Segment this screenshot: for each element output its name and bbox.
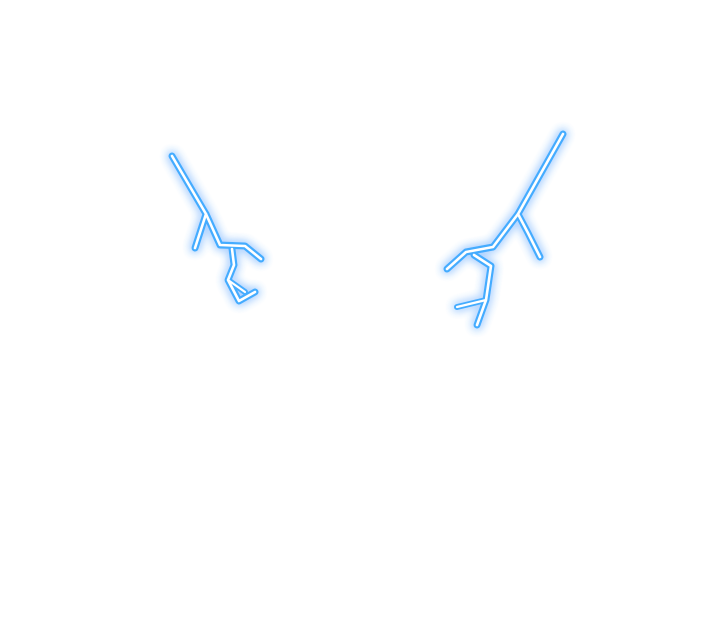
left-lightning-bolt-icon bbox=[168, 152, 265, 305]
right-lightning-bolt-icon bbox=[443, 130, 567, 329]
